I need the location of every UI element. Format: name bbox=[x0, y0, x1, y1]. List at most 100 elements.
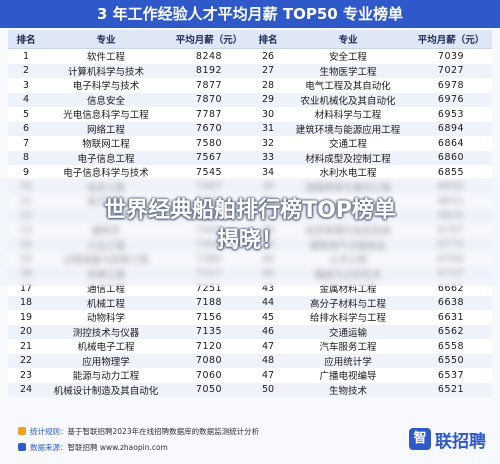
cell-salary-left: 7135 bbox=[168, 324, 250, 339]
cell-rank-right: 44 bbox=[250, 295, 286, 310]
cell-salary-left: 7188 bbox=[168, 295, 250, 310]
cell-salary-right: 6521 bbox=[410, 382, 492, 397]
cell-rank-right: 27 bbox=[250, 63, 286, 78]
page-title: 3 年工作经验人才平均月薪 TOP50 专业榜单 bbox=[0, 0, 500, 28]
table-row: 2 计算机科学与技术 8192 27 生物医学工程 7027 bbox=[8, 63, 492, 78]
table-row: 18 机械工程 7188 44 高分子材料与工程 6638 bbox=[8, 295, 492, 310]
cell-salary-right: 6558 bbox=[410, 339, 492, 354]
header-salary-left: 平均月薪（元） bbox=[168, 30, 250, 49]
cell-salary-left: 8248 bbox=[168, 48, 250, 64]
cell-major-left: 测控技术与仪器 bbox=[44, 324, 168, 339]
footer: 统计规则：基于智联招聘2023年在线招聘数据库的数据监测统计分析 数据来源：智联… bbox=[0, 418, 500, 464]
headline-line-1: 世界经典船舶排行榜TOP榜单 bbox=[104, 198, 396, 223]
cell-major-left: 能源与动力工程 bbox=[44, 368, 168, 383]
cell-major-left: 计算机科学与技术 bbox=[44, 63, 168, 78]
cell-major-left: 电子科学与技术 bbox=[44, 78, 168, 93]
cell-rank-right: 50 bbox=[250, 382, 286, 397]
cell-rank-right: 28 bbox=[250, 78, 286, 93]
cell-rank-left: 3 bbox=[8, 78, 44, 93]
cell-major-right: 生物技术 bbox=[286, 382, 410, 397]
cell-major-right: 电气工程及其自动化 bbox=[286, 78, 410, 93]
cell-major-left: 电子信息工程 bbox=[44, 150, 168, 165]
data-source-text: 智联招聘 www.zhaopin.com bbox=[67, 443, 168, 452]
cell-rank-right: 31 bbox=[250, 121, 286, 136]
logo-mark-icon: 智 bbox=[409, 428, 431, 450]
cell-rank-left: 9 bbox=[8, 165, 44, 180]
cell-major-right: 给排水科学与工程 bbox=[286, 310, 410, 325]
logo-text: 联招聘 bbox=[435, 431, 486, 452]
cell-major-left: 机械设计制造及其自动化 bbox=[44, 382, 168, 397]
cell-rank-left: 18 bbox=[8, 295, 44, 310]
cell-salary-right: 7027 bbox=[410, 63, 492, 78]
cell-salary-right: 6976 bbox=[410, 92, 492, 107]
cell-rank-left: 5 bbox=[8, 107, 44, 122]
cell-major-left: 机械工程 bbox=[44, 295, 168, 310]
cell-major-left: 光电信息科学与工程 bbox=[44, 107, 168, 122]
table-row: 9 电子信息科学与技术 7545 34 水利水电工程 6855 bbox=[8, 165, 492, 180]
cell-rank-right: 33 bbox=[250, 150, 286, 165]
cell-salary-left: 7580 bbox=[168, 136, 250, 151]
cell-major-left: 网络工程 bbox=[44, 121, 168, 136]
cell-rank-left: 19 bbox=[8, 310, 44, 325]
cell-major-right: 交通工程 bbox=[286, 136, 410, 151]
table-row: 6 网络工程 7670 31 建筑环境与能源应用工程 6894 bbox=[8, 121, 492, 136]
cell-major-left: 物联网工程 bbox=[44, 136, 168, 151]
cell-rank-right: 47 bbox=[250, 339, 286, 354]
cell-salary-right: 6894 bbox=[410, 121, 492, 136]
table-row: 20 测控技术与仪器 7135 46 交通运输 6562 bbox=[8, 324, 492, 339]
table-row: 5 光电信息科学与工程 7787 30 材料科学与工程 6953 bbox=[8, 107, 492, 122]
cell-rank-left: 24 bbox=[8, 382, 44, 397]
cell-rank-right: 48 bbox=[250, 353, 286, 368]
cell-major-right: 广播电视编导 bbox=[286, 368, 410, 383]
cell-major-right: 水利水电工程 bbox=[286, 165, 410, 180]
data-source-key: 数据来源： bbox=[30, 443, 68, 452]
cell-rank-left: 2 bbox=[8, 63, 44, 78]
cell-salary-right: 6638 bbox=[410, 295, 492, 310]
cell-major-right: 农业机械化及其自动化 bbox=[286, 92, 410, 107]
cell-salary-right: 6860 bbox=[410, 150, 492, 165]
cell-major-right: 汽车服务工程 bbox=[286, 339, 410, 354]
cell-rank-right: 45 bbox=[250, 310, 286, 325]
table-row: 4 信息安全 7870 29 农业机械化及其自动化 6976 bbox=[8, 92, 492, 107]
cell-salary-right: 6864 bbox=[410, 136, 492, 151]
cell-salary-right: 6562 bbox=[410, 324, 492, 339]
cell-salary-left: 7670 bbox=[168, 121, 250, 136]
cell-rank-right: 30 bbox=[250, 107, 286, 122]
table-row: 23 能源与动力工程 7060 47 广播电视编导 6537 bbox=[8, 368, 492, 383]
data-source: 数据来源：智联招聘 www.zhaopin.com bbox=[18, 442, 168, 453]
table-row: 24 机械设计制造及其自动化 7050 50 生物技术 6521 bbox=[8, 382, 492, 397]
table-row: 3 电子科学与技术 7877 28 电气工程及其自动化 6978 bbox=[8, 78, 492, 93]
cell-rank-left: 20 bbox=[8, 324, 44, 339]
cell-rank-right: 29 bbox=[250, 92, 286, 107]
stat-rule: 统计规则：基于智联招聘2023年在线招聘数据库的数据监测统计分析 bbox=[18, 426, 259, 437]
cell-salary-right: 7039 bbox=[410, 48, 492, 64]
cell-major-right: 建筑环境与能源应用工程 bbox=[286, 121, 410, 136]
header-major-right: 专业 bbox=[286, 30, 410, 49]
cell-major-left: 信息安全 bbox=[44, 92, 168, 107]
header-rank-left: 排名 bbox=[8, 30, 44, 49]
table-row: 21 机械电子工程 7120 47 汽车服务工程 6558 bbox=[8, 339, 492, 354]
header-rank-right: 排名 bbox=[250, 30, 286, 49]
table-row: 7 物联网工程 7580 32 交通工程 6864 bbox=[8, 136, 492, 151]
table-header-row: 排名 专业 平均月薪（元） 排名 专业 平均月薪（元） bbox=[8, 30, 492, 49]
cell-rank-right: 26 bbox=[250, 48, 286, 64]
cell-salary-left: 7870 bbox=[168, 92, 250, 107]
cell-rank-right: 47 bbox=[250, 368, 286, 383]
cell-salary-right: 6537 bbox=[410, 368, 492, 383]
cell-major-left: 机械电子工程 bbox=[44, 339, 168, 354]
cell-major-left: 动物科学 bbox=[44, 310, 168, 325]
cell-rank-left: 21 bbox=[8, 339, 44, 354]
cell-salary-left: 7567 bbox=[168, 150, 250, 165]
table-row: 8 电子信息工程 7567 33 材料成型及控制工程 6860 bbox=[8, 150, 492, 165]
cell-major-right: 高分子材料与工程 bbox=[286, 295, 410, 310]
cell-major-right: 安全工程 bbox=[286, 48, 410, 64]
cell-rank-left: 22 bbox=[8, 353, 44, 368]
cell-salary-right: 6855 bbox=[410, 165, 492, 180]
header-major-left: 专业 bbox=[44, 30, 168, 49]
table-row: 1 软件工程 8248 26 安全工程 7039 bbox=[8, 48, 492, 64]
cell-salary-left: 7050 bbox=[168, 382, 250, 397]
table-row: 19 动物科学 7156 45 给排水科学与工程 6631 bbox=[8, 310, 492, 325]
cell-major-left: 软件工程 bbox=[44, 48, 168, 64]
stat-rule-key: 统计规则： bbox=[30, 427, 68, 436]
cell-salary-left: 7156 bbox=[168, 310, 250, 325]
